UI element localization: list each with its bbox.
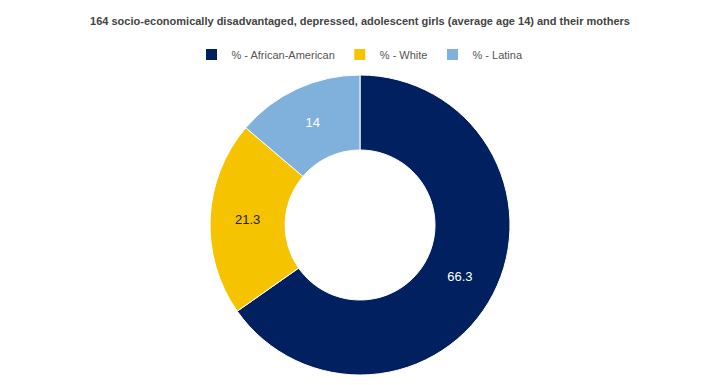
svg-text:164 socio-economically disadva: 164 socio-economically disadvantaged, de… bbox=[90, 15, 630, 27]
svg-text:66.3: 66.3 bbox=[447, 269, 472, 284]
svg-text:% - African-American: % - African-American bbox=[232, 49, 335, 61]
svg-text:% - Latina: % - Latina bbox=[473, 49, 523, 61]
svg-text:% - White: % - White bbox=[380, 49, 428, 61]
svg-text:14: 14 bbox=[306, 115, 320, 130]
svg-text:21.3: 21.3 bbox=[235, 212, 260, 227]
